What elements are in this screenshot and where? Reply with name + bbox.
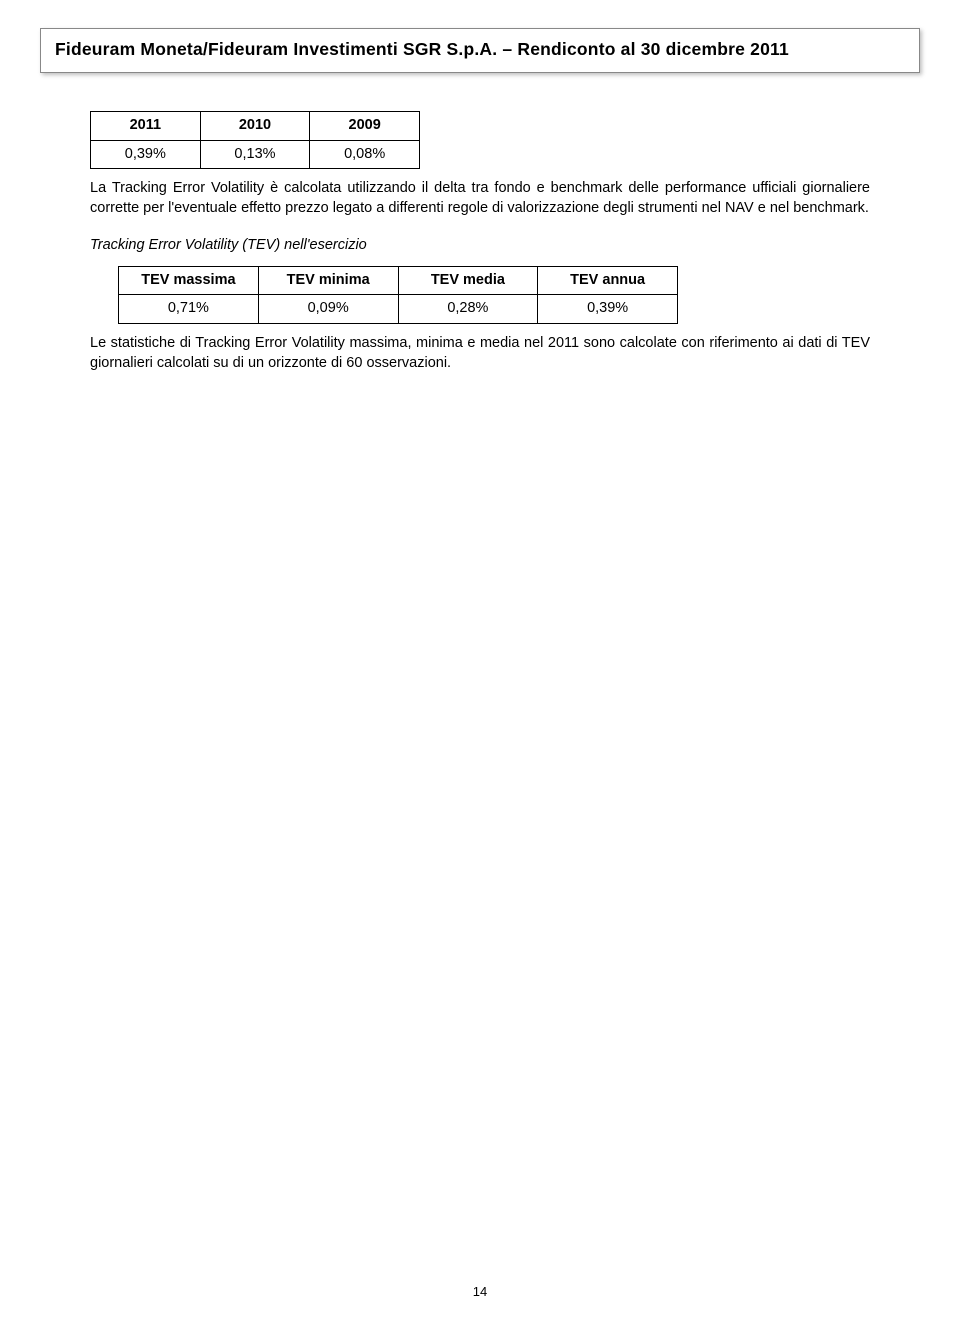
table-header: TEV massima — [119, 266, 259, 295]
table-header: 2010 — [200, 112, 310, 141]
table-cell: 0,28% — [398, 295, 538, 324]
table-header: TEV media — [398, 266, 538, 295]
paragraph-1: La Tracking Error Volatility è calcolata… — [90, 179, 870, 218]
table-cell: 0,09% — [258, 295, 398, 324]
table-header: 2009 — [310, 112, 420, 141]
table-header: TEV minima — [258, 266, 398, 295]
table-header: TEV annua — [538, 266, 678, 295]
tev-table: TEV massima TEV minima TEV media TEV ann… — [118, 266, 678, 324]
table-header: 2011 — [91, 112, 201, 141]
page-title: Fideuram Moneta/Fideuram Investimenti SG… — [55, 39, 905, 60]
content-area: 2011 2010 2009 0,39% 0,13% 0,08% La Trac… — [90, 111, 870, 373]
table-cell: 0,39% — [91, 140, 201, 169]
year-percent-table: 2011 2010 2009 0,39% 0,13% 0,08% — [90, 111, 420, 169]
table-cell: 0,13% — [200, 140, 310, 169]
table-cell: 0,39% — [538, 295, 678, 324]
tev-subheading: Tracking Error Volatility (TEV) nell'ese… — [90, 236, 870, 256]
header-box: Fideuram Moneta/Fideuram Investimenti SG… — [40, 28, 920, 73]
table-cell: 0,08% — [310, 140, 420, 169]
paragraph-2: Le statistiche di Tracking Error Volatil… — [90, 334, 870, 373]
table-cell: 0,71% — [119, 295, 259, 324]
page-number: 14 — [0, 1284, 960, 1299]
